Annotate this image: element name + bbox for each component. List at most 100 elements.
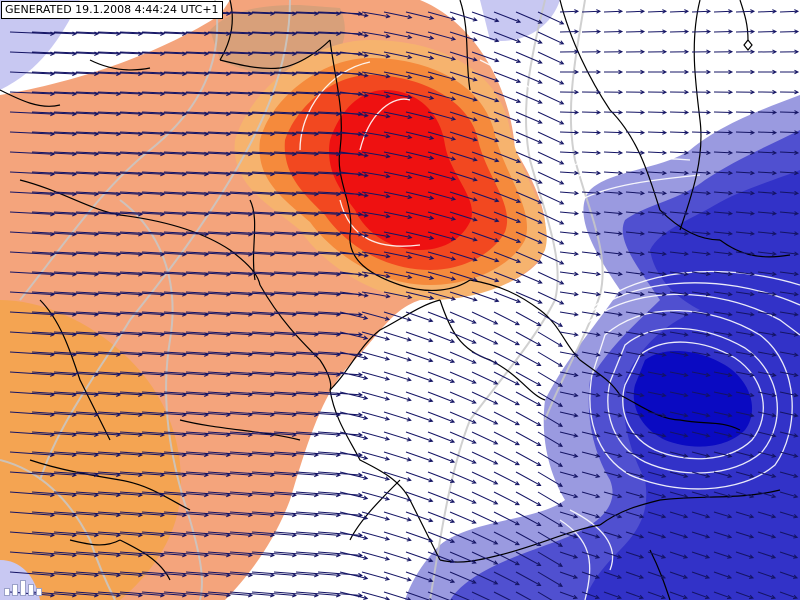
wind-arrow (9, 271, 54, 276)
wind-arrow (53, 351, 98, 356)
wind-arrow (273, 291, 318, 296)
wind-arrow-head (618, 190, 624, 196)
wind-arrow (625, 191, 644, 194)
wind-arrow (559, 351, 578, 356)
wind-arrow-head (384, 556, 391, 561)
wind-arrow (229, 391, 274, 396)
wind-arrow (53, 191, 98, 195)
wind-arrow (361, 371, 390, 380)
wind-arrow-head (661, 473, 667, 479)
wind-arrow (163, 171, 208, 175)
wind-arrow-head (428, 557, 434, 563)
wind-arrow-head (450, 418, 456, 424)
wind-arrow (625, 30, 645, 33)
wind-arrow-head (429, 95, 435, 100)
wind-arrow (119, 171, 164, 175)
wind-arrow-head (450, 498, 456, 504)
wind-arrow-head (514, 441, 520, 446)
wind-arrow (471, 311, 498, 325)
wind-arrow-head (771, 372, 777, 378)
wind-arrow-head (771, 493, 777, 499)
wind-arrow-head (384, 376, 391, 381)
wind-arrow (185, 231, 230, 235)
wind-arrow (515, 51, 542, 64)
wind-arrow (757, 511, 776, 518)
wind-arrow-head (749, 433, 755, 438)
wind-arrow (383, 411, 411, 421)
wind-arrow-head (406, 337, 412, 342)
wind-arrow (295, 71, 340, 75)
wind-arrow (559, 10, 579, 13)
wind-arrow (669, 471, 688, 478)
wind-arrow (119, 491, 164, 496)
wind-arrow (9, 471, 54, 476)
wind-arrow (383, 191, 412, 199)
wind-arrow (757, 451, 776, 457)
wind-arrow (229, 571, 274, 576)
wind-arrow (449, 31, 477, 41)
wind-arrow-head (573, 251, 579, 256)
wind-arrow (163, 231, 208, 235)
wind-arrow (669, 311, 688, 316)
wind-arrow (493, 391, 520, 406)
wind-arrow (691, 411, 710, 417)
wind-arrow (537, 131, 564, 145)
wind-arrow (185, 411, 230, 416)
wind-arrow (97, 151, 142, 155)
wind-arrow-head (660, 574, 667, 579)
wind-arrow (339, 51, 368, 57)
wind-arrow-head (639, 554, 645, 559)
wind-arrow-head (363, 293, 369, 298)
wind-arrow (449, 91, 477, 101)
wind-arrow (141, 31, 186, 35)
wind-arrow-head (573, 372, 579, 378)
wind-arrow (757, 171, 776, 174)
wind-arrow (295, 231, 340, 235)
wind-arrow-head (514, 361, 520, 366)
wind-arrow (691, 451, 710, 457)
wind-arrow (361, 351, 390, 360)
wind-arrow-head (617, 291, 623, 297)
wind-arrow (669, 571, 688, 579)
wind-arrow (9, 211, 54, 215)
wind-arrow-head (472, 17, 478, 22)
wind-arrow-head (727, 251, 733, 256)
wind-arrow-head (428, 497, 434, 503)
wind-arrow (471, 571, 498, 585)
wind-arrow (53, 451, 98, 456)
wind-arrow-head (728, 89, 734, 95)
wind-arrow-head (137, 592, 143, 598)
wind-arrow (449, 411, 476, 424)
wind-arrow (361, 71, 390, 78)
wind-arrow-head (638, 594, 644, 600)
wind-arrow (757, 331, 776, 336)
wind-arrow-head (514, 381, 520, 386)
wind-arrow (119, 211, 164, 215)
wind-arrow (471, 511, 498, 525)
wind-arrow (229, 91, 274, 95)
wind-arrow-head (93, 572, 99, 578)
wind-arrow (97, 511, 142, 516)
wind-arrow-head (406, 317, 412, 322)
wind-arrow (691, 431, 710, 437)
wind-arrow-head (558, 562, 564, 567)
wind-arrow-head (617, 433, 623, 438)
wind-arrow (185, 471, 230, 476)
wind-arrow (9, 291, 54, 296)
wind-arrow (735, 151, 755, 154)
wind-arrow-head (596, 9, 602, 14)
wind-arrow (713, 231, 732, 235)
wind-arrow (207, 351, 252, 356)
wind-arrow (339, 251, 368, 257)
wind-arrow (251, 131, 296, 135)
wind-arrow (273, 411, 318, 416)
wind-arrow-head (793, 332, 799, 337)
wind-arrow-head (573, 231, 579, 236)
wind-arrow-head (573, 514, 579, 519)
wind-arrow (405, 311, 433, 322)
wind-arrow (449, 211, 477, 221)
wind-arrow-head (638, 574, 645, 579)
wind-arrow-head (794, 150, 800, 156)
wind-arrow-head (494, 297, 500, 303)
wind-arrow-head (727, 271, 733, 277)
